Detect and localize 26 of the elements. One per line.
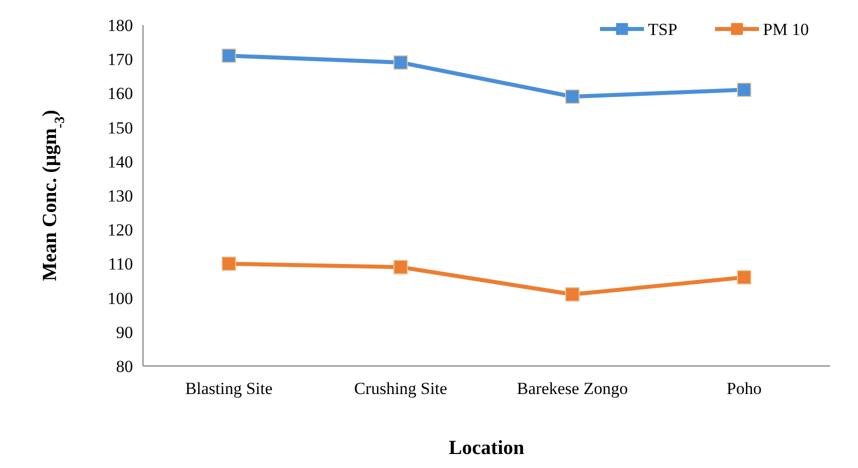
- point: [565, 89, 580, 104]
- point: [222, 48, 236, 63]
- legend-label: TSP: [648, 20, 678, 39]
- point: [222, 256, 236, 271]
- x-axis-title: Location: [448, 437, 524, 459]
- y-tick-label: 150: [108, 118, 133, 138]
- x-tick-label: Barekese Zongo: [516, 379, 628, 398]
- y-tick-label: 90: [116, 322, 133, 342]
- y-tick-label: 100: [108, 288, 133, 308]
- point: [565, 287, 580, 302]
- y-tick-label: 130: [108, 186, 133, 206]
- x-tick-label: Poho: [726, 379, 762, 398]
- point: [393, 55, 408, 70]
- y-tick-label: 170: [108, 50, 133, 70]
- point: [736, 82, 752, 97]
- y-tick-label: 140: [108, 152, 133, 172]
- point: [393, 260, 408, 274]
- y-tick-label: 180: [108, 16, 133, 35]
- legend-label: PM 10: [763, 20, 809, 39]
- y-tick-label: 160: [108, 84, 133, 104]
- y-tick-label: 120: [108, 220, 133, 240]
- y-tick-label: 80: [116, 356, 133, 376]
- x-tick-label: Blasting Site: [185, 379, 273, 398]
- x-tick-label: Crushing Site: [354, 379, 448, 398]
- y-tick-label: 110: [108, 254, 133, 274]
- point: [736, 270, 752, 285]
